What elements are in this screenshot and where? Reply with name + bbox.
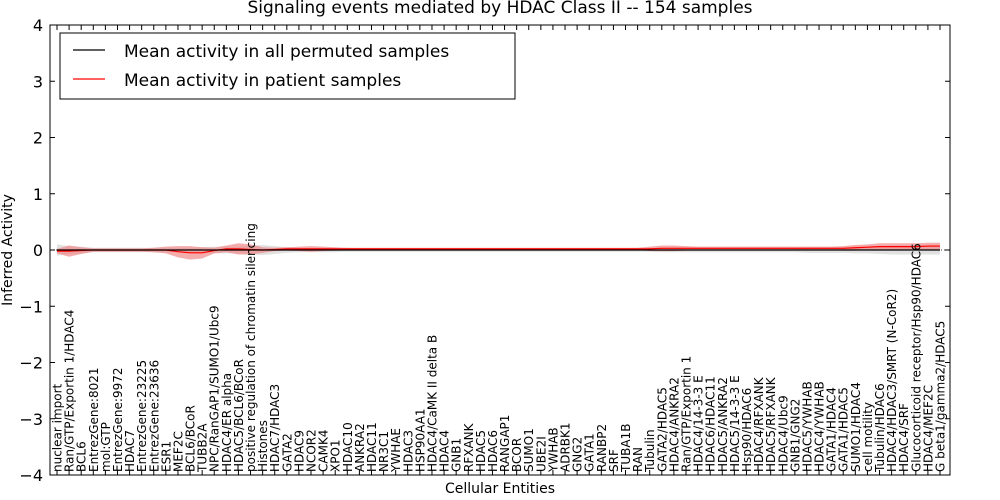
x-tick-label: XPO1 (329, 439, 343, 472)
x-tick-label: RANGAP1 (498, 415, 512, 472)
x-tick-label: HDAC5/BCL6/BCoR (232, 359, 246, 472)
x-tick-label: BCOR (510, 438, 524, 472)
x-tick-label: HDAC4/SRF (897, 403, 911, 472)
x-tick-label: NR3C1 (377, 431, 391, 472)
x-tick-label: G beta1/gamma2/HDAC5 (934, 321, 948, 472)
x-tick-label: HDAC10 (341, 422, 355, 472)
x-axis-label: Cellular Entities (445, 481, 555, 497)
x-tick-label: HDAC4/CaMK II delta B (425, 335, 439, 472)
x-tick-label: HDAC11 (365, 422, 379, 472)
x-tick-label: RAN (631, 447, 645, 472)
y-tick-label: 2 (33, 129, 43, 148)
y-axis: −4 −3 −2 −1 0 1 2 3 4 (19, 16, 950, 485)
x-tick-label: MEF2C (171, 431, 185, 472)
x-tick-label: GNG2 (571, 437, 585, 472)
x-tick-label: HDAC4/ANKRA2 (667, 377, 681, 472)
chart-title: Signaling events mediated by HDAC Class … (247, 0, 752, 18)
legend-box (59, 32, 516, 100)
x-tick-label: HDAC5/RFXANK (764, 376, 778, 472)
x-tick-label: Histones (256, 420, 270, 472)
x-tick-label: GATA2/HDAC5 (655, 387, 669, 472)
x-tick-label: BCL6 (75, 441, 89, 472)
x-tick-label: SUMO1 (522, 428, 536, 472)
y-axis-label: Inferred Activity (0, 194, 16, 306)
x-tick-label: HDAC7/HDAC3 (268, 384, 282, 472)
x-tick-label: GATA1 (583, 433, 597, 472)
x-tick-label: HDAC6 (486, 430, 500, 472)
x-tick-label: HDAC7 (123, 430, 137, 472)
x-tick-label: GATA1/HDAC5 (837, 387, 851, 472)
x-tick-label: positive regulation of chromatin silenci… (244, 223, 258, 472)
x-tick-label: HDAC4/Ubc9 (776, 395, 790, 472)
x-tick-label: EntrezGene:9972 (111, 368, 125, 473)
legend-label-patient: Mean activity in patient samples (124, 71, 401, 91)
x-tick-label: BCL6/BCoR (184, 405, 198, 472)
x-tick-label: NCOR2 (305, 429, 319, 472)
x-tick-label: HDAC5/ANKRA2 (716, 377, 730, 472)
x-tick-label: ADRBK1 (559, 422, 573, 472)
x-tick-label: Hsp90/HDAC6 (740, 388, 754, 472)
x-tick-label: HDAC6/HDAC11 (704, 376, 718, 472)
x-tick-label: TUBA1B (619, 424, 633, 473)
x-tick-label: SUMO1/HDAC4 (849, 382, 863, 472)
series-lines (50, 245, 950, 254)
x-tick-label: HDAC4/YWHAB (813, 381, 827, 472)
x-tick-label: ESR1 (159, 441, 173, 472)
x-tick-label: SRF (607, 449, 621, 472)
x-tick-label: mol:GTP (99, 422, 113, 472)
x-tick-label: HDAC5/YWHAB (800, 381, 814, 472)
x-tick-label: HDAC4 (438, 430, 452, 472)
y-tick-label: −3 (19, 410, 43, 429)
x-tick-label: GATA2 (280, 433, 294, 472)
x-tick-label: RFXANK (462, 422, 476, 472)
x-tick-label: TUBB2A (196, 423, 210, 473)
x-tick-label: EntrezGene:8021 (87, 368, 101, 473)
x-tick-label: HDAC4/MEF2C (921, 385, 935, 472)
x-tick-label: NPC/RanGAP1/SUMO1/Ubc9 (208, 305, 222, 472)
band-patient (57, 242, 940, 260)
y-tick-label: −1 (19, 297, 43, 316)
x-tick-label: HDAC5/14-3-3 E (728, 375, 742, 472)
x-tick-label: HDAC3 (401, 430, 415, 472)
x-tick-label: ANKRA2 (353, 423, 367, 472)
x-tick-label: EntrezGene:23225 (135, 360, 149, 472)
x-tick-label: Tubulin/HDAC6 (873, 383, 887, 473)
x-tick-label: Ran/GTP/Exportin 1 (679, 356, 693, 472)
x-tick-label: CAMK4 (317, 430, 331, 472)
x-tick-label: HDAC4/RFXANK (752, 376, 766, 472)
x-tick-label: HDAC4/HDAC3/SMRT (N-CoR2) (885, 289, 899, 472)
series-line-patient (57, 245, 940, 254)
x-tick-label: HDAC4/ER alpha (220, 373, 234, 472)
x-tick-label: RANBP2 (595, 424, 609, 472)
x-tick-label: YWHAB (546, 427, 560, 473)
x-tick-label: UBE2I (534, 436, 548, 472)
legend: Mean activity in all permuted samples Me… (59, 32, 516, 100)
x-tick-label: GNB1 (450, 438, 464, 472)
x-tick-label: Tubulin (643, 429, 657, 473)
x-tick-label: nuclear import (51, 383, 65, 472)
x-tick-label: Ran/GTP/Exportin 1/HDAC4 (63, 310, 77, 472)
x-tick-label: YWHAE (389, 428, 403, 473)
y-tick-label: 1 (33, 185, 43, 204)
y-tick-label: 3 (33, 72, 43, 91)
y-tick-label: −4 (19, 466, 43, 485)
x-tick-label: HDAC4/14-3-3 E (692, 375, 706, 472)
x-tick-label: HSP90AA1 (413, 408, 427, 472)
x-tick-label: GATA1/HDAC4 (825, 387, 839, 472)
y-tick-label: 0 (33, 241, 43, 260)
y-tick-label: 4 (33, 16, 43, 35)
y-tick-label: −2 (19, 354, 43, 373)
x-tick-label: Glucocorticoid receptor/Hsp90/HDAC6 (909, 243, 923, 472)
x-tick-label: EntrezGene:23636 (147, 360, 161, 472)
x-tick-label: HDAC9 (292, 430, 306, 472)
legend-label-permuted: Mean activity in all permuted samples (124, 42, 449, 62)
x-tick-label: cell motility (861, 402, 875, 472)
x-tick-label: HDAC5 (474, 430, 488, 472)
x-tick-label: GNB1/GNG2 (788, 399, 802, 472)
